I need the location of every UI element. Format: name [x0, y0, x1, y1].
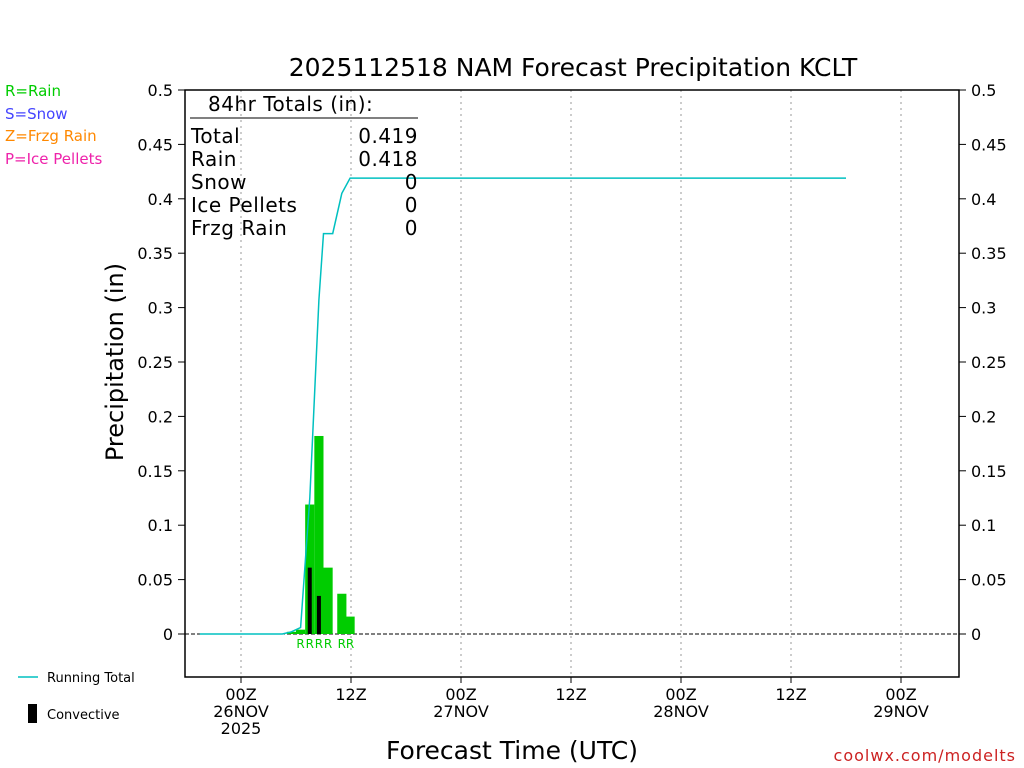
y-tick-label-right: 0.1: [971, 516, 996, 535]
x-tick-label: 00Z: [885, 685, 916, 704]
ptype-key: R=Rain S=Snow Z=Frzg Rain P=Ice Pellets: [5, 82, 102, 168]
rain-bar: [323, 567, 333, 634]
rain-bar: [337, 593, 347, 634]
y-tick-label-right: 0.5: [971, 81, 996, 100]
x-tick-label: 12Z: [335, 685, 366, 704]
x-tick-label: 12Z: [555, 685, 586, 704]
totals-row-value: 0.418: [358, 147, 418, 171]
plot-frame: [184, 89, 960, 678]
legend-convective-label: Convective: [47, 708, 120, 723]
legend: Running Total Convective: [18, 671, 135, 723]
ptype-key-rain: R=Rain: [5, 82, 61, 100]
ptype-marker: R: [315, 637, 323, 651]
ptype-marker: R: [346, 637, 354, 651]
running-total-line: [199, 177, 846, 635]
totals-row-label: Ice Pellets: [191, 193, 297, 217]
totals-box: 84hr Totals (in): Total 0.419 Rain 0.418 Sno…: [190, 92, 418, 240]
y-tick-label-right: 0.4: [971, 190, 996, 209]
totals-heading: 84hr Totals (in):: [208, 92, 373, 116]
x-tick-label: 27NOV: [433, 702, 489, 721]
y-tick-label-left: 0.4: [148, 190, 173, 209]
ptype-marker: R: [306, 637, 314, 651]
rain-bar: [286, 631, 296, 634]
y-tick-label-left: 0.05: [137, 571, 173, 590]
totals-row-label: Snow: [191, 170, 247, 194]
x-tick-label: 00Z: [445, 685, 476, 704]
running-total-polyline: [199, 177, 846, 635]
totals-row-label: Total: [190, 124, 240, 148]
ptype-key-snow: S=Snow: [5, 105, 68, 123]
totals-row-value: 0: [405, 170, 418, 194]
y-tick-label-left: 0: [163, 625, 173, 644]
y-tick-label-left: 0.45: [137, 135, 173, 154]
x-tick-label: 29NOV: [873, 702, 929, 721]
x-tick-label: 28NOV: [653, 702, 709, 721]
totals-row-label: Frzg Rain: [191, 216, 287, 240]
x-tick-label: 2025: [221, 719, 262, 738]
rain-bar: [345, 616, 355, 634]
x-tick-label: 00Z: [665, 685, 696, 704]
convective-bar: [316, 595, 321, 634]
legend-convective-swatch: [28, 704, 37, 723]
convective-bar: [307, 567, 312, 634]
totals-row-value: 0: [405, 216, 418, 240]
y-tick-label-left: 0.15: [137, 462, 173, 481]
y-tick-label-left: 0.25: [137, 353, 173, 372]
y-axis-right: 0 0.05 0.1 0.15 0.2 0.25 0.3 0.35 0.4 0.45 0.5: [959, 81, 1007, 644]
y-tick-label-left: 0.3: [148, 299, 173, 318]
rain-bar: [314, 435, 324, 634]
y-tick-label-right: 0.15: [971, 462, 1007, 481]
totals-row-value: 0.419: [358, 124, 418, 148]
y-tick-label-left: 0.5: [148, 81, 173, 100]
y-tick-label-right: 0.3: [971, 299, 996, 318]
y-tick-label-right: 0.45: [971, 135, 1007, 154]
totals-row-label: Rain: [191, 147, 237, 171]
ptype-marker: R: [324, 637, 332, 651]
ptype-marker: R: [338, 637, 346, 651]
rain-bar: [296, 629, 306, 634]
y-tick-label-right: 0.25: [971, 353, 1007, 372]
y-tick-label-left: 0.2: [148, 407, 173, 426]
y-tick-label-right: 0.35: [971, 244, 1007, 263]
ptype-key-frzg-rain: Z=Frzg Rain: [5, 127, 97, 145]
y-axis-label: Precipitation (in): [101, 263, 129, 461]
totals-row-value: 0: [405, 193, 418, 217]
ptype-marker: R: [296, 637, 304, 651]
x-tick-label: 12Z: [775, 685, 806, 704]
y-axis-left: 0 0.05 0.1 0.15 0.2 0.25 0.3 0.35 0.4 0.45 0.5: [137, 81, 185, 644]
y-tick-label-left: 0.35: [137, 244, 173, 263]
ptype-key-ice-pellets: P=Ice Pellets: [5, 150, 102, 168]
y-tick-label-right: 0.05: [971, 571, 1007, 590]
y-tick-label-right: 0: [971, 625, 981, 644]
credit-text: coolwx.com/modelts: [834, 746, 1016, 765]
x-axis-label: Forecast Time (UTC): [386, 736, 638, 765]
chart-title: 2025112518 NAM Forecast Precipitation KC…: [289, 53, 858, 82]
convective-bars: [307, 567, 321, 634]
legend-running-total-label: Running Total: [47, 671, 135, 686]
y-tick-label-left: 0.1: [148, 516, 173, 535]
x-tick-label: 00Z: [225, 685, 256, 704]
x-tick-label: 26NOV: [213, 702, 269, 721]
y-tick-label-right: 0.2: [971, 407, 996, 426]
